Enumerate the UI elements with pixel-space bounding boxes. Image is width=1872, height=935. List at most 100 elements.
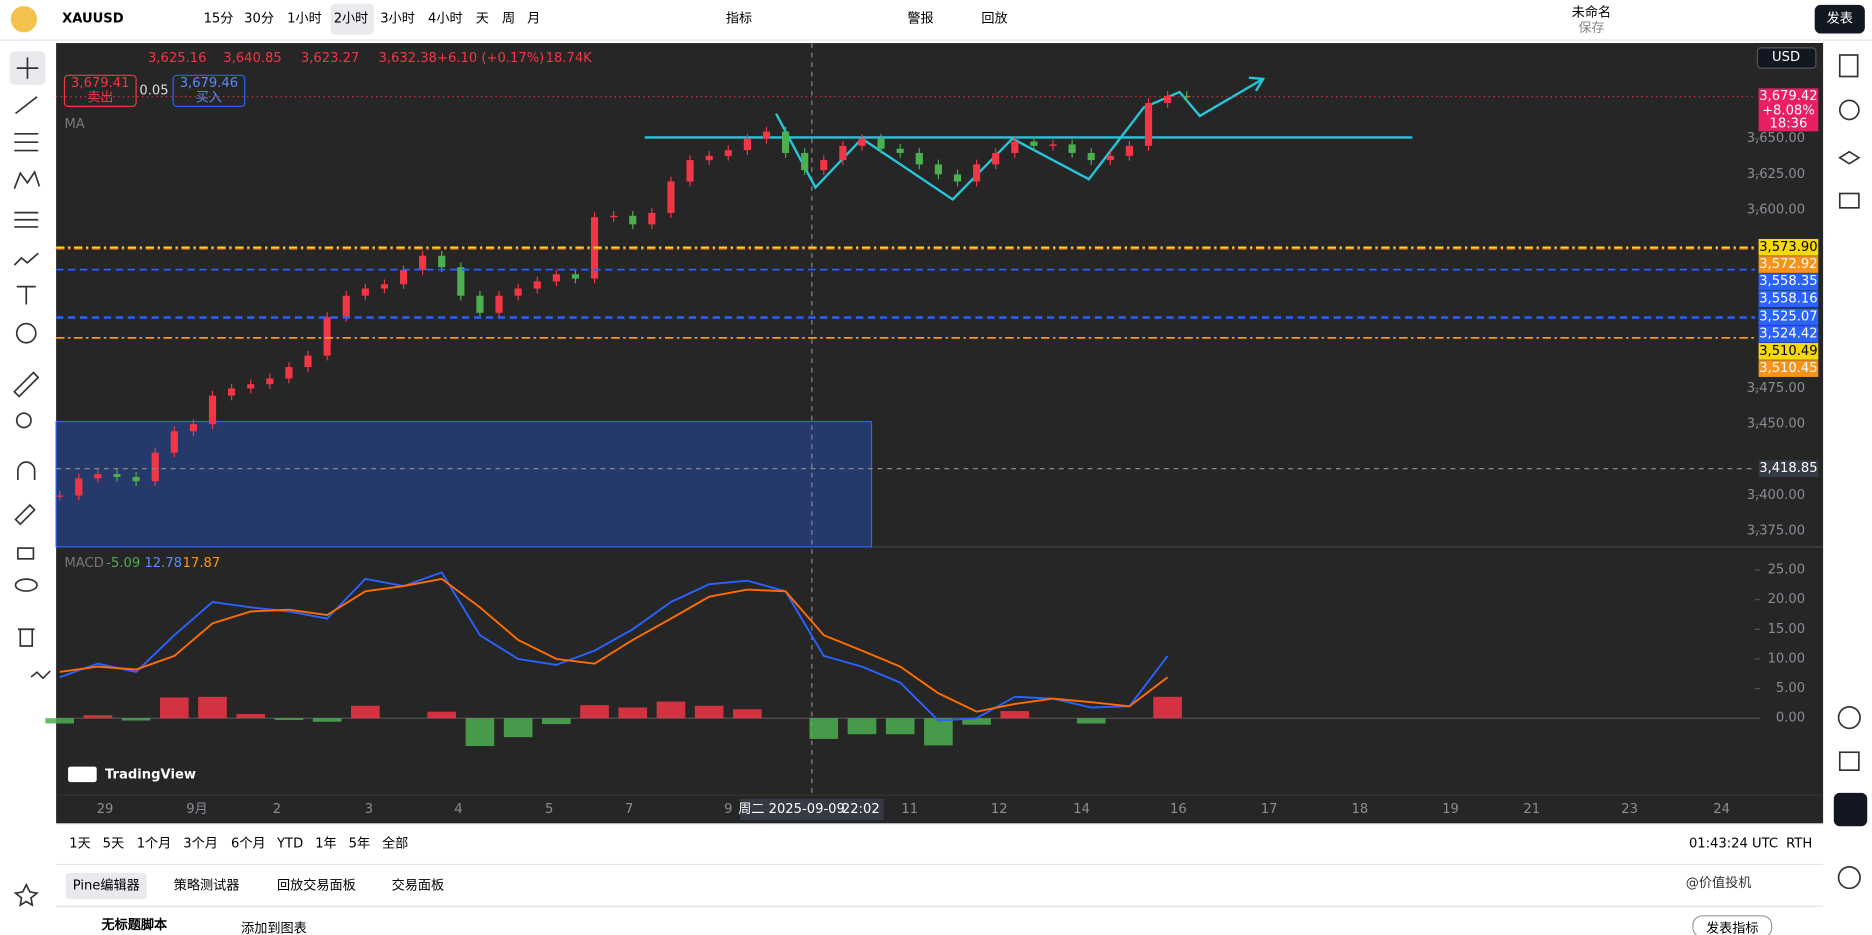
pattern-drawing (774, 77, 1264, 202)
crosshair-tool[interactable] (16, 57, 39, 79)
histogram-bar (236, 714, 266, 719)
lock-tool[interactable] (17, 547, 35, 560)
candle (1106, 155, 1114, 161)
chat-icon[interactable] (1838, 192, 1860, 209)
price-tick-label: 3,400.00 (1747, 488, 1805, 503)
favorite-drawings[interactable] (30, 670, 51, 680)
histogram-bar (962, 718, 991, 725)
symbol[interactable]: XAUUSD (62, 12, 124, 27)
sell-button[interactable] (63, 74, 137, 107)
histogram-bar (618, 707, 648, 719)
publish-indicator-button[interactable] (1692, 915, 1773, 935)
crosshair-date: 周二 2025-09-09 (738, 802, 845, 817)
currency[interactable]: USD (1772, 50, 1800, 65)
alerts-icon[interactable] (1838, 99, 1860, 121)
price-tick-label: 3,650.00 (1747, 131, 1805, 146)
candle (132, 476, 140, 482)
publish-button[interactable]: 发表 (1827, 11, 1853, 27)
interval-button[interactable]: 4小时 (428, 11, 463, 27)
buy-button[interactable] (172, 74, 246, 107)
apps-button[interactable] (1833, 792, 1868, 827)
panel-tab[interactable]: 策略测试器 (174, 876, 240, 893)
panel-tab[interactable]: 回放交易面板 (277, 876, 356, 893)
indicators-button[interactable]: 指标 (726, 11, 752, 27)
candle (361, 288, 369, 296)
candle (476, 295, 484, 313)
level-label: 3,510.45 (1759, 361, 1817, 376)
histogram-bar (542, 718, 571, 725)
crosshair-time: 22:02 (842, 802, 880, 817)
range-button[interactable]: YTD (276, 837, 303, 852)
time-label: 9 (724, 802, 732, 817)
histogram-bar (45, 718, 75, 724)
interval-button[interactable]: 3小时 (380, 11, 415, 27)
target-icon[interactable] (1837, 706, 1861, 730)
fib-tool[interactable] (14, 132, 39, 152)
interval-button[interactable]: 15分 (204, 11, 234, 27)
macd-tick-label: 15.00 (1768, 622, 1806, 637)
range-button[interactable]: 1天 (69, 837, 90, 852)
session[interactable]: RTH (1786, 837, 1812, 852)
lock-drawing-tool[interactable] (14, 503, 36, 526)
publish-button-bg[interactable] (1814, 4, 1865, 34)
add-to-chart[interactable]: 添加到图表 (241, 920, 307, 935)
toolbar-divider (0, 39, 1872, 41)
help-icon[interactable] (1837, 866, 1861, 890)
publish-indicator[interactable]: 发表指标 (1706, 920, 1759, 935)
ruler-tool[interactable] (13, 371, 40, 398)
watchlist-icon[interactable] (1838, 54, 1859, 78)
brush-tool[interactable] (13, 252, 39, 266)
interval-button[interactable]: 30分 (244, 11, 274, 27)
histogram-bar (427, 711, 457, 719)
watchlist-star[interactable] (13, 882, 39, 907)
candle (762, 131, 771, 139)
histogram-bar (809, 718, 839, 739)
candle (75, 478, 83, 496)
visibility-tool[interactable] (14, 578, 38, 592)
candle (1183, 95, 1191, 98)
interval-button[interactable]: 天 (476, 12, 489, 27)
range-button[interactable]: 1个月 (137, 836, 172, 852)
histogram-bar (733, 709, 762, 719)
time-label: 2 (273, 802, 281, 817)
range-button[interactable]: 5天 (103, 837, 124, 852)
trash-tool[interactable] (17, 628, 35, 647)
level-label: 3,525.07 (1759, 310, 1817, 325)
range-button[interactable]: 全部 (382, 835, 408, 852)
level-label: 3,558.35 (1759, 274, 1817, 289)
interval-button[interactable]: 月 (527, 12, 540, 27)
forecast-tool[interactable] (14, 211, 39, 228)
candle (285, 367, 293, 379)
layout-name[interactable]: 未命名 (1572, 4, 1611, 21)
ohlc-value: 18.74K (546, 51, 593, 66)
trendline-tool[interactable] (15, 96, 38, 115)
range-button[interactable]: 3个月 (183, 836, 218, 852)
currency-button[interactable] (1756, 47, 1817, 69)
candle (56, 495, 64, 497)
price-tick-label: 3,625.00 (1747, 167, 1805, 182)
layers-icon[interactable] (1838, 150, 1861, 165)
interval-button[interactable]: 2小时 (334, 11, 369, 27)
calendar-icon[interactable] (1838, 751, 1860, 771)
interval-button[interactable]: 周 (502, 12, 515, 27)
candle (896, 148, 904, 153)
pattern-tool[interactable] (13, 170, 41, 190)
replay-button[interactable]: 回放 (981, 11, 1007, 27)
panel-tab[interactable]: Pine编辑器 (73, 877, 140, 893)
magnet-tool[interactable] (17, 461, 36, 481)
text-tool[interactable] (16, 285, 36, 305)
range-button[interactable]: 5年 (349, 836, 370, 852)
range-button[interactable]: 1年 (315, 836, 336, 852)
range-button[interactable]: 6个月 (231, 836, 266, 852)
candle (113, 474, 121, 477)
interval-active[interactable] (330, 3, 374, 35)
tab-active[interactable] (65, 872, 147, 900)
panel-tab[interactable]: 交易面板 (392, 876, 445, 893)
histogram-bar (465, 718, 495, 747)
zoom-tool[interactable] (15, 412, 32, 429)
alert-button[interactable]: 警报 (907, 11, 933, 27)
interval-button[interactable]: 1小时 (287, 11, 322, 27)
emoji-tool[interactable] (15, 322, 37, 344)
candle (419, 255, 427, 271)
